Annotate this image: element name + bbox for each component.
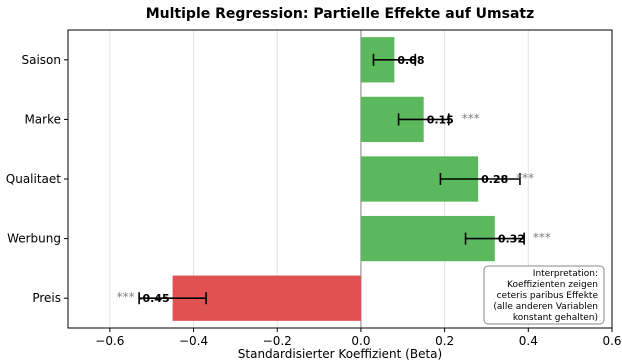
- value-label: 0.15: [427, 113, 454, 126]
- value-labels: 0.080.15 ***0.28 ***0.32 ***-0.45***: [117, 54, 551, 305]
- value-label: 0.32: [498, 233, 525, 246]
- x-tick-label: 0.2: [435, 334, 454, 348]
- x-tick-label: 0.4: [519, 334, 538, 348]
- y-tick-label: Preis: [32, 291, 61, 305]
- x-tick-label: 0.0: [351, 334, 370, 348]
- y-tick-label: Werbung: [7, 232, 61, 246]
- value-label: -0.45: [138, 292, 170, 305]
- y-tick-label: Marke: [24, 112, 61, 126]
- value-label: 0.08: [397, 54, 424, 67]
- significance-stars: ***: [117, 290, 135, 304]
- significance-stars: ***: [533, 231, 551, 245]
- significance-stars: ***: [462, 111, 480, 125]
- y-tick-label: Saison: [21, 53, 61, 67]
- x-tick-label: −0.4: [179, 334, 208, 348]
- interpretation-line-5: konstant gehalten): [513, 313, 598, 323]
- interpretation-line-1: Interpretation:: [533, 269, 598, 279]
- interpretation-box: Interpretation: Koeffizienten zeigen cet…: [483, 265, 605, 325]
- x-tick-label: −0.2: [263, 334, 292, 348]
- x-axis-label: Standardisierter Koeffizient (Beta): [238, 347, 442, 361]
- significance-stars: ***: [516, 171, 534, 185]
- interpretation-line-2: Koeffizienten zeigen: [507, 280, 598, 290]
- interpretation-line-3: ceteris paribus Effekte: [497, 291, 599, 301]
- x-tick-label: 0.6: [602, 334, 621, 348]
- interpretation-line-4: (alle anderen Variablen: [493, 302, 598, 312]
- interpretation-box-frame: [483, 265, 605, 325]
- error-bars: [138, 53, 525, 305]
- x-tick-label: −0.6: [95, 334, 124, 348]
- chart-title: Multiple Regression: Partielle Effekte a…: [146, 6, 535, 22]
- y-tick-label: Qualitaet: [6, 172, 62, 186]
- x-axis: −0.6 −0.4 −0.2 0.0 0.2 0.4 0.6: [95, 328, 622, 348]
- y-axis: Saison Marke Qualitaet Werbung Preis: [6, 53, 68, 305]
- value-label: 0.28: [481, 173, 508, 186]
